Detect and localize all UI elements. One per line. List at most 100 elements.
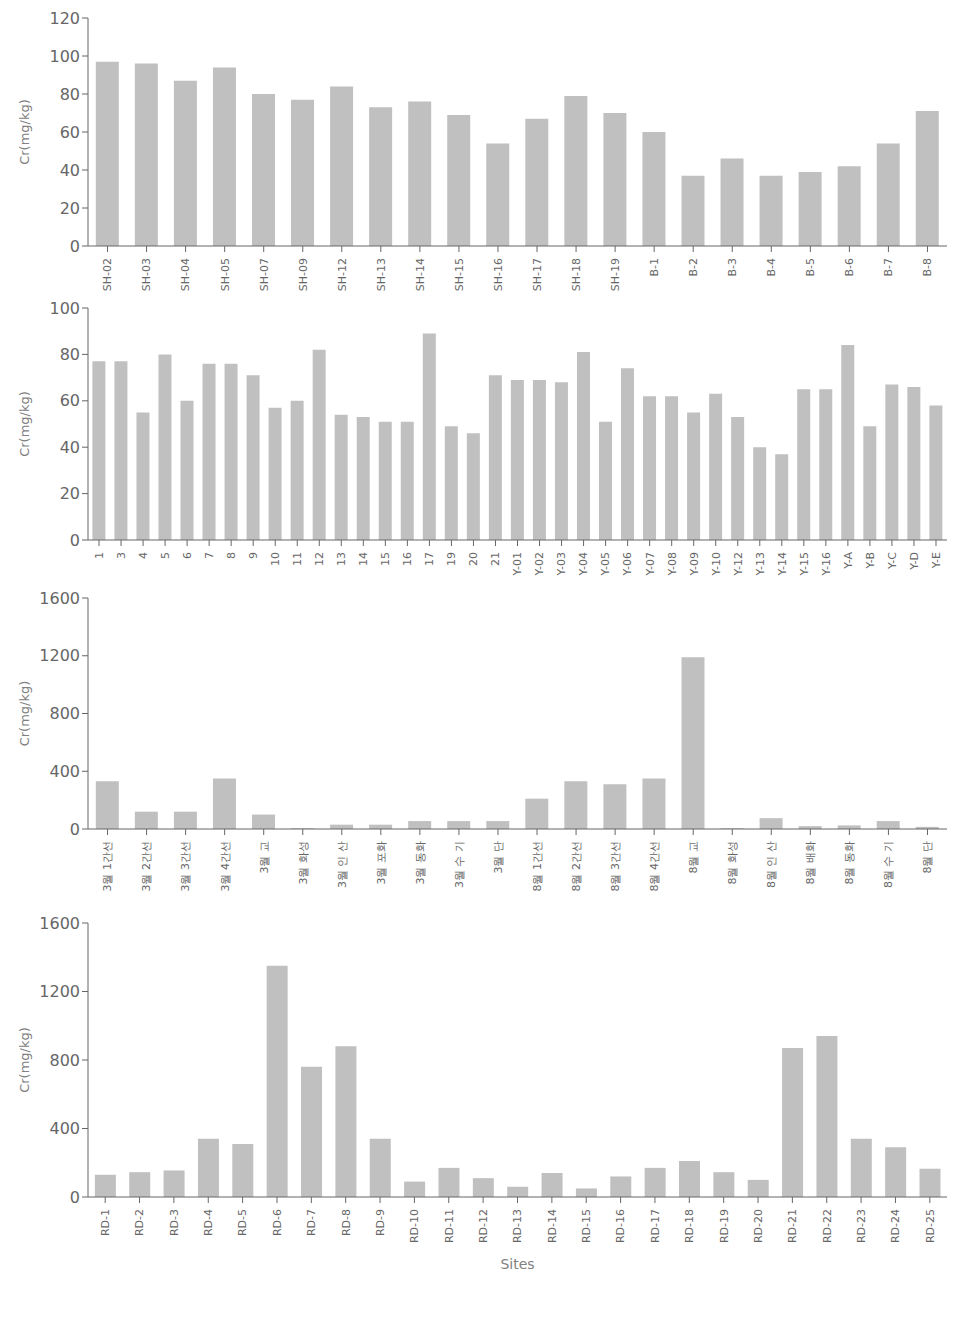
svg-text:Y-09: Y-09: [688, 552, 701, 576]
svg-text:RD-25: RD-25: [924, 1209, 937, 1243]
svg-text:1200: 1200: [39, 646, 80, 665]
svg-text:3월 수 기: 3월 수 기: [453, 841, 466, 888]
svg-text:8월 화성: 8월 화성: [726, 841, 739, 885]
svg-text:SH-18: SH-18: [570, 258, 583, 291]
svg-text:RD-13: RD-13: [511, 1209, 524, 1243]
svg-text:RD-14: RD-14: [546, 1209, 559, 1243]
svg-text:11: 11: [291, 552, 304, 566]
svg-text:Y-04: Y-04: [577, 552, 590, 576]
svg-text:B-4: B-4: [765, 258, 778, 277]
svg-text:RD-7: RD-7: [305, 1209, 318, 1236]
svg-text:RD-1: RD-1: [99, 1209, 112, 1236]
svg-text:Y-16: Y-16: [820, 552, 833, 576]
svg-text:RD-23: RD-23: [855, 1209, 868, 1243]
svg-text:B-1: B-1: [648, 258, 661, 277]
svg-text:SH-19: SH-19: [609, 258, 622, 291]
svg-text:3월 인 산: 3월 인 산: [336, 841, 349, 888]
svg-text:8월 교: 8월 교: [687, 841, 700, 874]
svg-text:800: 800: [49, 1051, 80, 1070]
svg-text:8월 4간선: 8월 4간선: [648, 841, 661, 892]
svg-text:3월 단: 3월 단: [492, 841, 505, 874]
svg-text:RD-8: RD-8: [340, 1209, 353, 1236]
svg-text:Y-06: Y-06: [621, 552, 634, 576]
svg-text:SH-15: SH-15: [453, 258, 466, 291]
svg-text:60: 60: [60, 391, 80, 410]
svg-text:B-7: B-7: [882, 258, 895, 277]
svg-text:6: 6: [181, 552, 194, 559]
svg-text:Y-01: Y-01: [511, 552, 524, 576]
svg-text:8월 3간선: 8월 3간선: [609, 841, 622, 892]
svg-text:SH-13: SH-13: [375, 258, 388, 291]
svg-text:RD-22: RD-22: [821, 1209, 834, 1243]
svg-text:Y-13: Y-13: [754, 552, 767, 576]
svg-text:B-3: B-3: [726, 258, 739, 277]
svg-text:B-2: B-2: [687, 258, 700, 277]
svg-text:8: 8: [225, 552, 238, 559]
svg-text:SH-14: SH-14: [414, 258, 427, 291]
svg-text:100: 100: [49, 47, 80, 66]
svg-text:RD-21: RD-21: [786, 1209, 799, 1243]
svg-text:3월 교: 3월 교: [258, 841, 271, 874]
svg-text:RD-2: RD-2: [133, 1209, 146, 1236]
svg-text:Y-D: Y-D: [908, 552, 921, 571]
svg-text:SH-09: SH-09: [297, 258, 310, 291]
svg-text:Y-B: Y-B: [864, 552, 877, 570]
svg-text:8월 인 산: 8월 인 산: [765, 841, 778, 888]
svg-text:19: 19: [445, 552, 458, 566]
svg-text:Cr(mg/kg): Cr(mg/kg): [17, 99, 32, 165]
svg-text:20: 20: [60, 484, 80, 503]
svg-text:SH-16: SH-16: [492, 258, 505, 291]
svg-text:8월 1간선: 8월 1간선: [531, 841, 544, 892]
svg-text:60: 60: [60, 123, 80, 142]
svg-text:100: 100: [49, 299, 80, 318]
svg-text:9: 9: [247, 552, 260, 559]
svg-text:3: 3: [115, 552, 128, 559]
svg-text:Y-12: Y-12: [732, 552, 745, 576]
svg-text:16: 16: [401, 552, 414, 566]
svg-text:RD-18: RD-18: [683, 1209, 696, 1243]
svg-text:15: 15: [379, 552, 392, 566]
svg-text:14: 14: [357, 552, 370, 566]
svg-text:SH-03: SH-03: [140, 258, 153, 291]
svg-text:8월 2간선: 8월 2간선: [570, 841, 583, 892]
svg-text:RD-5: RD-5: [236, 1209, 249, 1236]
svg-text:0: 0: [70, 237, 80, 256]
svg-text:Cr(mg/kg): Cr(mg/kg): [17, 391, 32, 457]
svg-text:1600: 1600: [39, 914, 80, 933]
svg-text:SH-04: SH-04: [179, 258, 192, 291]
svg-text:SH-12: SH-12: [336, 258, 349, 291]
svg-text:Y-C: Y-C: [886, 552, 899, 570]
svg-text:RD-20: RD-20: [752, 1209, 765, 1243]
svg-text:800: 800: [49, 704, 80, 723]
svg-text:RD-15: RD-15: [580, 1209, 593, 1243]
svg-text:3월 1간선: 3월 1간선: [101, 841, 114, 892]
svg-text:8월 배화: 8월 배화: [804, 841, 817, 885]
svg-text:20: 20: [467, 552, 480, 566]
svg-text:4: 4: [137, 552, 150, 559]
svg-text:Y-A: Y-A: [842, 552, 855, 570]
svg-text:RD-10: RD-10: [408, 1209, 421, 1243]
svg-text:12: 12: [313, 552, 326, 566]
svg-text:Y-08: Y-08: [666, 552, 679, 576]
svg-text:RD-19: RD-19: [718, 1209, 731, 1243]
svg-text:RD-3: RD-3: [168, 1209, 181, 1236]
svg-text:3월 화성: 3월 화성: [297, 841, 310, 885]
svg-text:3월 포화: 3월 포화: [375, 841, 388, 885]
svg-text:80: 80: [60, 345, 80, 364]
svg-text:3월 4간선: 3월 4간선: [219, 841, 232, 892]
svg-text:Y-E: Y-E: [930, 552, 943, 569]
svg-text:RD-16: RD-16: [614, 1209, 627, 1243]
svg-text:21: 21: [489, 552, 502, 566]
svg-text:Sites: Sites: [500, 1256, 534, 1272]
svg-text:Y-15: Y-15: [798, 552, 811, 576]
svg-text:Cr(mg/kg): Cr(mg/kg): [17, 681, 32, 747]
svg-text:SH-17: SH-17: [531, 258, 544, 291]
svg-text:RD-17: RD-17: [649, 1209, 662, 1243]
svg-text:RD-4: RD-4: [202, 1209, 215, 1236]
svg-text:10: 10: [269, 552, 282, 566]
svg-text:400: 400: [49, 762, 80, 781]
svg-text:17: 17: [423, 552, 436, 566]
svg-text:Cr(mg/kg): Cr(mg/kg): [17, 1027, 32, 1093]
svg-text:SH-07: SH-07: [258, 258, 271, 291]
svg-text:40: 40: [60, 161, 80, 180]
